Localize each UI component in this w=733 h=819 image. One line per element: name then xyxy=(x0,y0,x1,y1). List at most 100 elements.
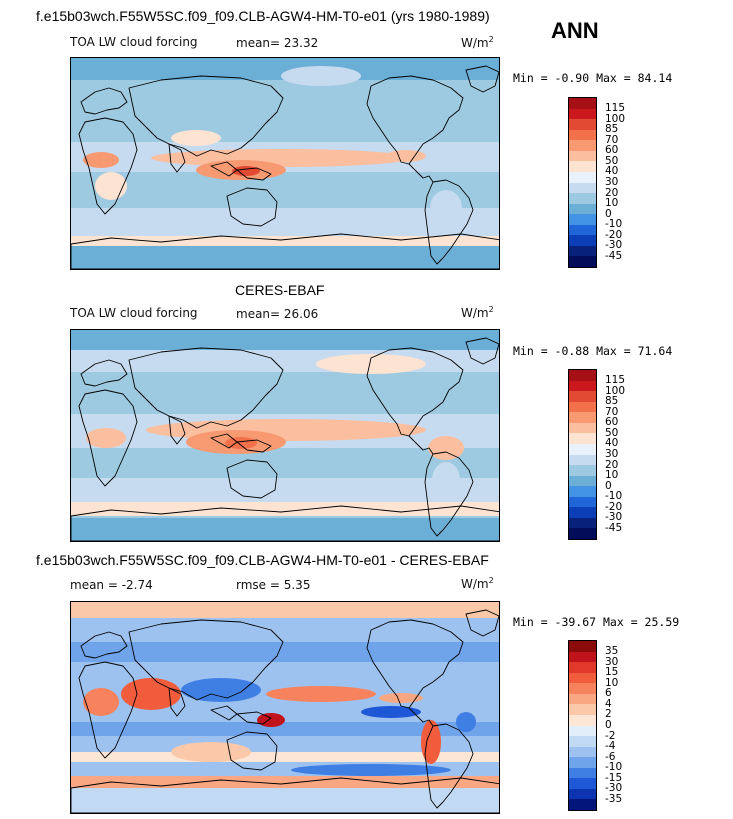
colorbar-swatch xyxy=(569,475,596,487)
colorbar-label: -4 xyxy=(605,740,616,753)
colorbar-label: -20 xyxy=(605,500,623,513)
panel2-variable: TOA LW cloud forcing xyxy=(70,306,198,320)
panel3-title: f.e15b03wch.F55W5SC.f09_f09.CLB-AGW4-HM-… xyxy=(36,552,489,568)
colorbar-label: 85 xyxy=(605,395,619,408)
colorbar-label: -30 xyxy=(605,239,623,252)
panel2-colorbar-labels: 115 100 85 70 60 50 40 30 20 10 0 -10 -20 -30 -45 xyxy=(605,375,641,546)
panel3-colorbar-labels: 35 30 15 10 6 4 2 0 -2 -4 -6 -10 -15 -30 -35 xyxy=(605,646,641,817)
colorbar-swatch xyxy=(569,465,596,476)
panel1-title: f.e15b03wch.F55W5SC.f09_f09.CLB-AGW4-HM-… xyxy=(36,8,490,24)
colorbar-swatch xyxy=(569,672,596,684)
colorbar-swatch xyxy=(569,651,596,663)
colorbar-swatch xyxy=(569,693,596,705)
colorbar-swatch xyxy=(569,757,596,768)
colorbar-swatch xyxy=(569,140,596,151)
colorbar-swatch xyxy=(569,746,596,758)
colorbar-label: 30 xyxy=(605,175,619,188)
colorbar-label: -35 xyxy=(605,792,623,805)
colorbar-swatch xyxy=(569,245,596,257)
colorbar-swatch xyxy=(569,412,596,423)
colorbar-swatch xyxy=(569,641,596,652)
colorbar-label: 30 xyxy=(605,447,619,460)
colorbar-swatch xyxy=(569,486,596,497)
colorbar-label: 4 xyxy=(605,697,612,710)
colorbar-label: 70 xyxy=(605,133,619,146)
panel1-map xyxy=(70,57,500,270)
colorbar-label: 115 xyxy=(605,102,626,114)
panel2-units: W/m2 xyxy=(461,305,494,320)
colorbar-swatch xyxy=(569,108,596,120)
colorbar-swatch xyxy=(569,235,596,246)
panel3-minmax: Min = -39.67 Max = 25.59 xyxy=(513,615,680,629)
colorbar-label: -45 xyxy=(605,521,623,534)
panel3-rmse: rmse = 5.35 xyxy=(236,578,311,592)
panel1-variable: TOA LW cloud forcing xyxy=(70,35,198,49)
colorbar-swatch xyxy=(569,98,596,109)
colorbar-label: 70 xyxy=(605,405,619,418)
colorbar-swatch xyxy=(569,443,596,455)
colorbar-label: 10 xyxy=(605,676,619,689)
colorbar-swatch xyxy=(569,662,596,673)
colorbar-swatch xyxy=(569,422,596,434)
colorbar-label: 10 xyxy=(605,469,619,482)
panel2-map xyxy=(70,329,500,542)
season-label: ANN xyxy=(551,18,599,43)
colorbar-swatch xyxy=(569,193,596,204)
colorbar-swatch xyxy=(569,214,596,225)
colorbar-swatch xyxy=(569,203,596,215)
colorbar-label: -45 xyxy=(605,249,623,262)
panel2-mean: mean= 26.06 xyxy=(236,307,319,321)
colorbar-swatch xyxy=(569,454,596,466)
colorbar-label: -10 xyxy=(605,761,623,774)
colorbar-swatch xyxy=(569,725,596,737)
colorbar-swatch xyxy=(569,517,596,529)
colorbar-swatch xyxy=(569,507,596,518)
colorbar-label: 40 xyxy=(605,165,619,178)
colorbar-swatch xyxy=(569,799,596,810)
colorbar-label: 0 xyxy=(605,479,612,492)
colorbar-label: -6 xyxy=(605,750,616,763)
colorbar-label: 6 xyxy=(605,687,612,700)
colorbar-swatch xyxy=(569,391,596,402)
colorbar-swatch xyxy=(569,778,596,789)
colorbar-label: 20 xyxy=(605,186,619,199)
colorbar-label: 115 xyxy=(605,374,626,386)
colorbar-swatch xyxy=(569,736,596,747)
panel2-title: CERES-EBAF xyxy=(235,282,325,298)
colorbar-swatch xyxy=(569,683,596,694)
panel1-colorbar xyxy=(568,97,597,268)
colorbar-label: 20 xyxy=(605,458,619,471)
colorbar-label: 50 xyxy=(605,154,619,167)
colorbar-swatch xyxy=(569,496,596,508)
colorbar-swatch xyxy=(569,528,596,539)
colorbar-label: -30 xyxy=(605,511,623,524)
colorbar-swatch xyxy=(569,224,596,236)
colorbar-swatch xyxy=(569,182,596,194)
colorbar-swatch xyxy=(569,380,596,392)
colorbar-label: 0 xyxy=(605,207,612,220)
panel2-minmax: Min = -0.88 Max = 71.64 xyxy=(513,344,673,358)
colorbar-label: 0 xyxy=(605,718,612,731)
colorbar-swatch xyxy=(569,788,596,800)
colorbar-label: -15 xyxy=(605,771,623,784)
panel3-map xyxy=(70,601,500,814)
colorbar-swatch xyxy=(569,129,596,141)
colorbar-label: -10 xyxy=(605,490,623,503)
colorbar-swatch xyxy=(569,150,596,162)
colorbar-label: 2 xyxy=(605,708,612,721)
colorbar-swatch xyxy=(569,119,596,130)
colorbar-label: 40 xyxy=(605,437,619,450)
colorbar-label: 60 xyxy=(605,144,619,157)
colorbar-swatch xyxy=(569,401,596,413)
colorbar-label: 60 xyxy=(605,416,619,429)
panel3-units: W/m2 xyxy=(461,576,494,591)
colorbar-swatch xyxy=(569,161,596,172)
colorbar-label: 30 xyxy=(605,655,619,668)
colorbar-swatch xyxy=(569,433,596,444)
colorbar-swatch xyxy=(569,767,596,779)
colorbar-swatch xyxy=(569,714,596,726)
panel2-colorbar xyxy=(568,369,597,540)
colorbar-label: 10 xyxy=(605,197,619,210)
colorbar-label: -20 xyxy=(605,228,623,241)
colorbar-swatch xyxy=(569,704,596,715)
